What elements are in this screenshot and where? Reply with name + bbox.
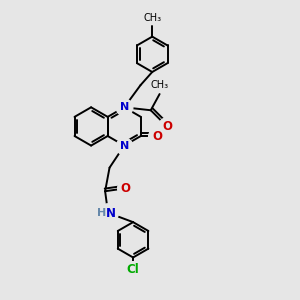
Text: N: N — [120, 102, 129, 112]
Text: N: N — [106, 207, 116, 220]
Text: O: O — [152, 130, 162, 142]
Text: H: H — [97, 208, 106, 218]
Text: N: N — [120, 141, 129, 151]
Text: O: O — [162, 120, 172, 133]
Text: CH₃: CH₃ — [143, 14, 161, 23]
Text: Cl: Cl — [127, 263, 140, 276]
Text: O: O — [121, 182, 131, 195]
Text: CH₃: CH₃ — [151, 80, 169, 90]
